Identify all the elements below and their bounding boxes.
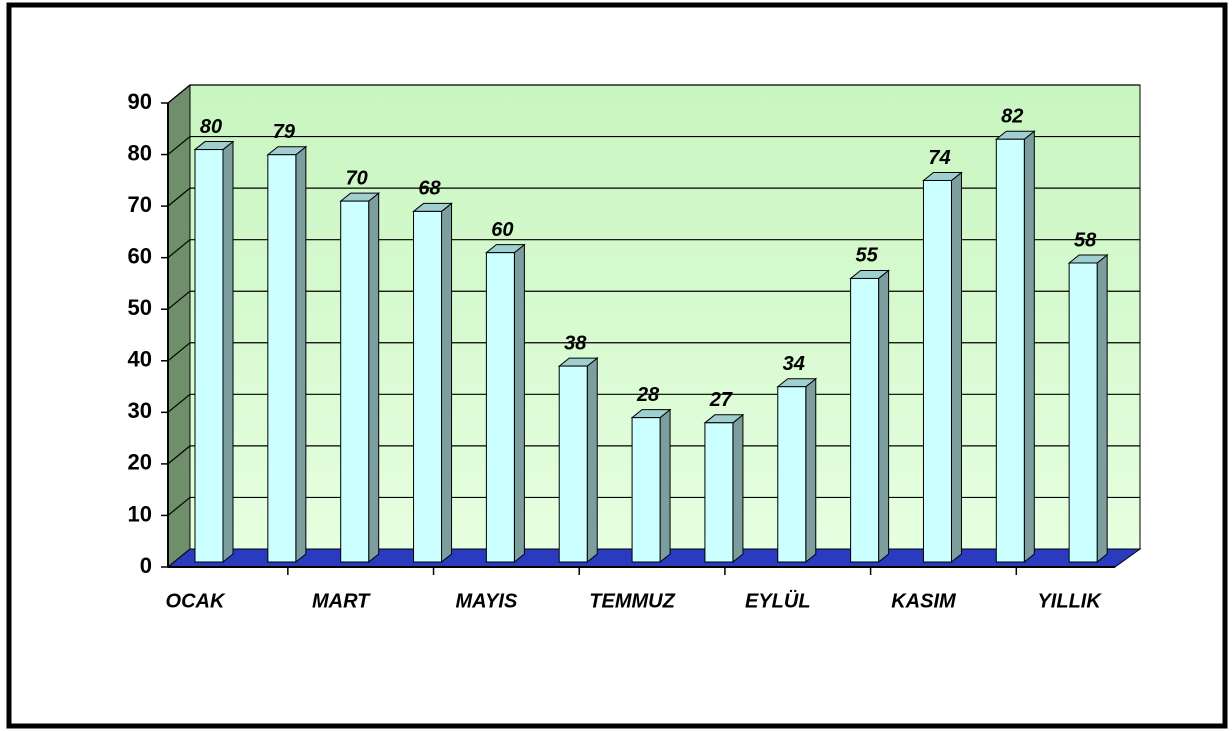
bar-front xyxy=(558,365,588,563)
bar-front xyxy=(922,179,952,563)
bar-side xyxy=(950,171,962,564)
value-label: 34 xyxy=(783,353,805,375)
bar-front xyxy=(704,422,734,563)
bar-front xyxy=(1068,262,1098,563)
bar-side xyxy=(586,357,598,564)
bar-side xyxy=(805,377,817,564)
bar-side xyxy=(732,413,744,564)
bar xyxy=(776,377,818,564)
bar-front xyxy=(850,277,880,563)
bar-front xyxy=(194,149,224,563)
bar xyxy=(1067,253,1109,564)
bar-side xyxy=(1023,130,1035,564)
grid-line-side xyxy=(167,290,191,310)
value-label: 28 xyxy=(636,384,660,406)
value-label: 79 xyxy=(273,121,296,143)
bar-front xyxy=(485,252,515,563)
grid-line-side xyxy=(167,342,191,362)
value-label: 74 xyxy=(928,147,950,169)
x-tick-label: TEMMUZ xyxy=(589,590,675,612)
value-label: 60 xyxy=(491,219,513,241)
bar xyxy=(193,140,235,564)
y-tick-label: 70 xyxy=(128,192,152,217)
grid-line-side xyxy=(167,136,191,156)
bar-front xyxy=(631,417,661,563)
bar xyxy=(339,192,381,564)
bar-side xyxy=(513,243,525,564)
bar-front xyxy=(340,200,370,563)
y-tick-label: 50 xyxy=(128,295,152,320)
y-tick-label: 80 xyxy=(128,140,152,165)
y-tick-label: 20 xyxy=(128,450,152,475)
bar xyxy=(557,357,599,564)
bar xyxy=(266,145,308,564)
bar-side xyxy=(222,140,234,564)
y-tick-label: 40 xyxy=(128,347,152,372)
value-label: 38 xyxy=(564,332,587,354)
grid-line-side xyxy=(167,84,191,104)
y-tick-label: 30 xyxy=(128,398,152,423)
x-tick-label: MART xyxy=(312,590,371,612)
y-tick-label: 10 xyxy=(128,501,152,526)
y-tick-label: 90 xyxy=(128,89,152,114)
value-label: 80 xyxy=(200,116,222,138)
value-label: 82 xyxy=(1001,106,1023,128)
bar-front xyxy=(777,386,807,563)
bar-side xyxy=(441,202,453,564)
value-label: 27 xyxy=(709,389,733,411)
bar-side xyxy=(1096,253,1108,564)
bar xyxy=(630,408,672,564)
x-tick-label: YILLIK xyxy=(1037,590,1102,612)
value-label: 70 xyxy=(346,167,368,189)
value-label: 55 xyxy=(855,245,878,267)
bar xyxy=(703,413,745,564)
bar-front xyxy=(267,154,297,563)
bar xyxy=(484,243,526,564)
value-label: 68 xyxy=(418,178,441,200)
bar xyxy=(994,130,1036,564)
y-tick-label: 0 xyxy=(140,553,152,578)
bar xyxy=(412,202,453,564)
grid-line-side xyxy=(167,239,191,259)
side-wall xyxy=(167,83,191,569)
bar-side xyxy=(368,192,380,564)
bar-side xyxy=(878,269,890,564)
y-tick-label: 60 xyxy=(128,243,152,268)
bar-side xyxy=(659,408,671,564)
x-tick-label: OCAK xyxy=(166,590,226,612)
x-tick-label: KASIM xyxy=(891,590,957,612)
bar-front xyxy=(995,138,1025,563)
bar xyxy=(922,171,963,564)
grid-line-side xyxy=(167,445,191,465)
x-tick-label: EYLÜL xyxy=(745,589,811,612)
bar xyxy=(849,269,891,564)
bar-side xyxy=(295,145,307,564)
grid-line-side xyxy=(167,187,191,207)
x-tick-label: MAYIS xyxy=(455,590,518,612)
bar-front xyxy=(413,210,443,563)
grid-line-side xyxy=(167,393,191,413)
value-label: 58 xyxy=(1074,229,1097,251)
grid-line-side xyxy=(167,496,191,516)
